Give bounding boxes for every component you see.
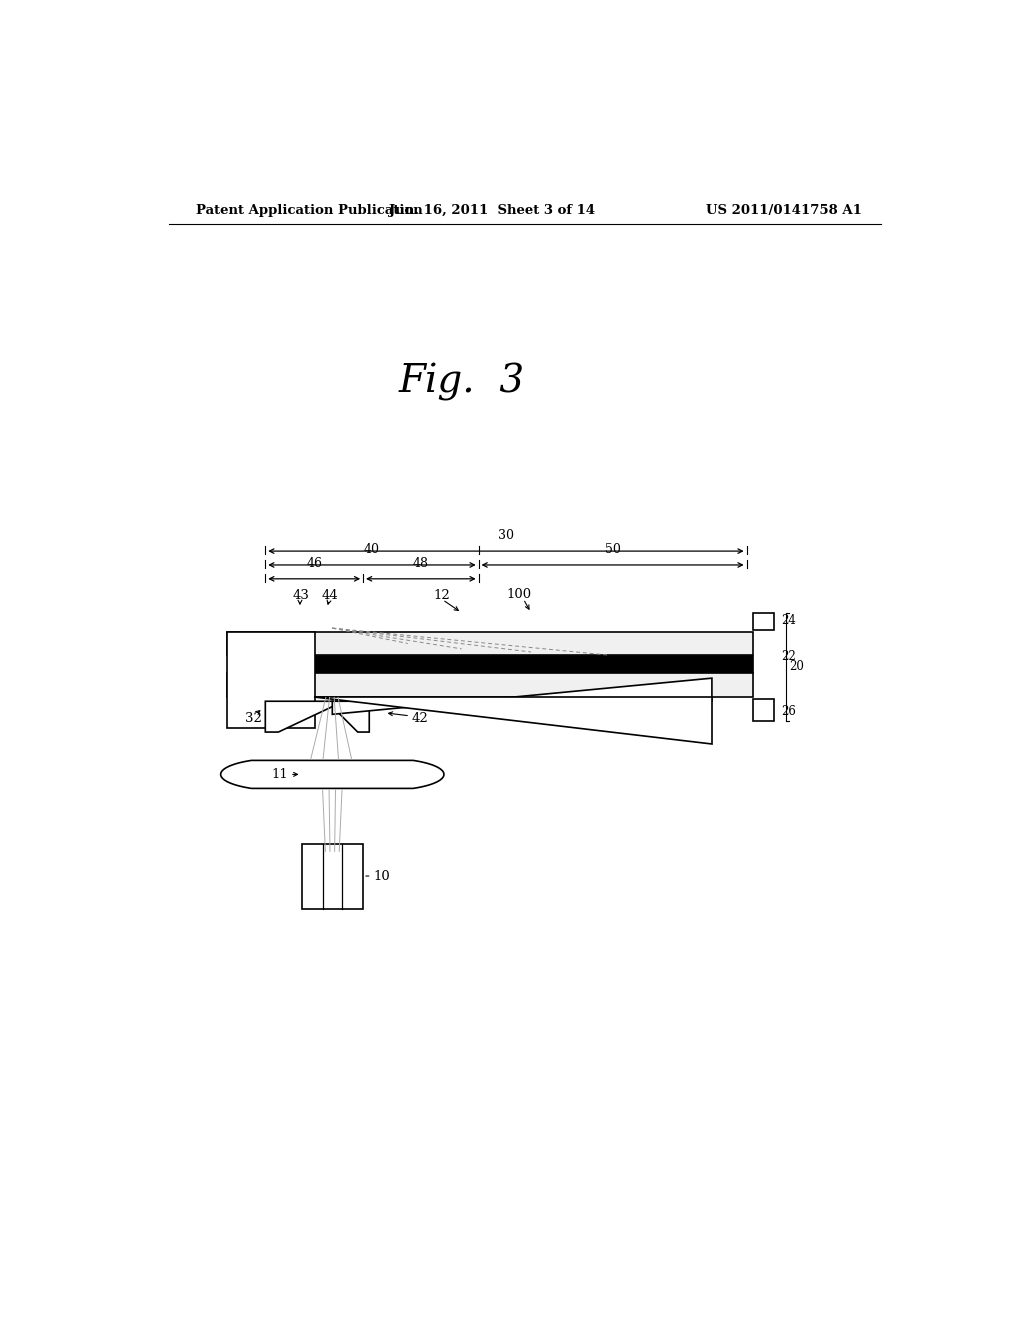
Polygon shape: [220, 760, 444, 788]
Text: US 2011/0141758 A1: US 2011/0141758 A1: [707, 205, 862, 218]
Text: 100: 100: [506, 589, 531, 602]
Polygon shape: [313, 697, 712, 743]
Bar: [226, 632, 753, 655]
Polygon shape: [333, 678, 712, 714]
Text: 32: 32: [245, 713, 261, 726]
Text: 12: 12: [433, 589, 450, 602]
Text: 24: 24: [781, 614, 796, 627]
Text: 10: 10: [373, 870, 390, 883]
Bar: [753, 612, 774, 630]
Polygon shape: [265, 701, 370, 733]
Text: 48: 48: [413, 557, 429, 570]
Bar: [753, 700, 774, 721]
Text: 43: 43: [292, 589, 309, 602]
Bar: [226, 673, 753, 697]
Text: 26: 26: [781, 705, 796, 718]
Text: Patent Application Publication: Patent Application Publication: [196, 205, 423, 218]
Text: 22: 22: [781, 649, 796, 663]
Text: 40: 40: [364, 543, 380, 556]
Text: 44: 44: [322, 589, 338, 602]
Bar: [226, 632, 315, 729]
Text: 11: 11: [271, 768, 289, 781]
Text: 50: 50: [604, 543, 621, 556]
Bar: [226, 655, 753, 673]
Text: 46: 46: [306, 557, 323, 570]
Bar: [301, 843, 364, 909]
Text: Fig.  3: Fig. 3: [398, 363, 524, 401]
Text: 30: 30: [498, 529, 514, 543]
Text: Jun. 16, 2011  Sheet 3 of 14: Jun. 16, 2011 Sheet 3 of 14: [389, 205, 596, 218]
Text: 20: 20: [788, 660, 804, 673]
Text: 42: 42: [412, 713, 428, 726]
